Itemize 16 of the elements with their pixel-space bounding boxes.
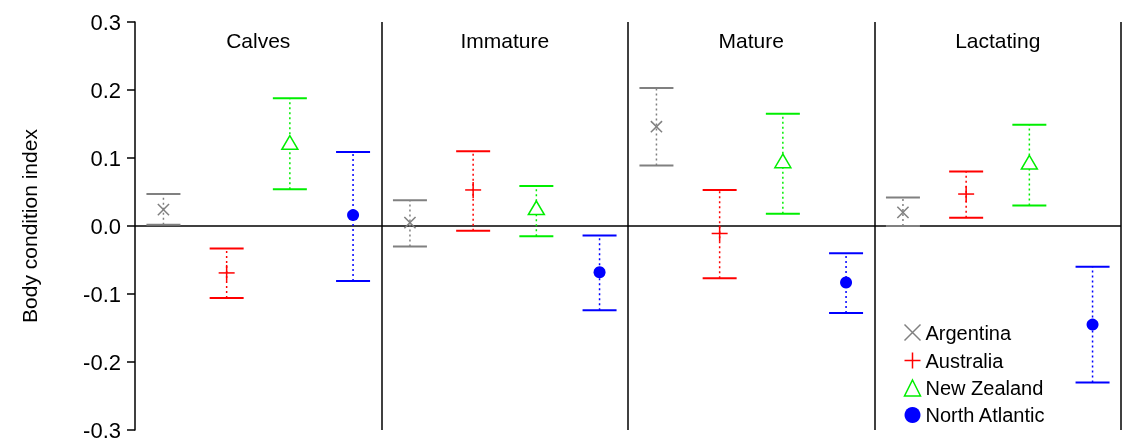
- legend-label: New Zealand: [925, 377, 1044, 399]
- y-tick-label: -0.2: [83, 349, 121, 375]
- x-tick-label: Lactating: [955, 29, 1041, 52]
- y-tick-label: 0.1: [90, 145, 121, 171]
- legend-label: Australia: [925, 349, 1005, 372]
- y-tick-label: -0.3: [83, 417, 121, 443]
- x-tick-label: Immature: [460, 29, 550, 52]
- x-tick-label: Mature: [718, 29, 784, 52]
- x-tick-label: Calves: [226, 29, 291, 52]
- legend-label: Argentina: [925, 321, 1012, 344]
- y-tick-label: 0.0: [90, 213, 121, 239]
- y-tick-label: -0.1: [83, 281, 121, 307]
- legend-label: North Atlantic: [925, 404, 1045, 426]
- y-tick-label: 0.2: [90, 77, 121, 103]
- y-axis-title: Body condition index: [18, 128, 41, 323]
- y-tick-label: 0.3: [90, 9, 121, 35]
